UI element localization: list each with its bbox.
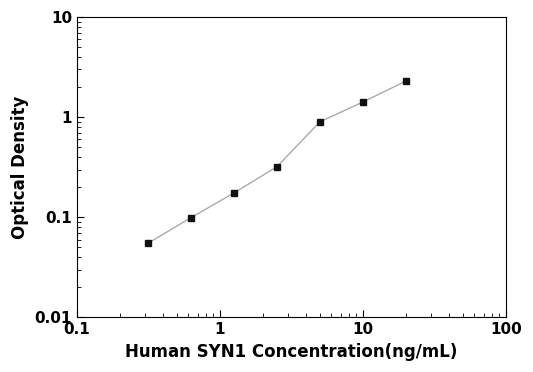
Y-axis label: Optical Density: Optical Density <box>11 96 29 239</box>
X-axis label: Human SYN1 Concentration(ng/mL): Human SYN1 Concentration(ng/mL) <box>125 343 458 361</box>
